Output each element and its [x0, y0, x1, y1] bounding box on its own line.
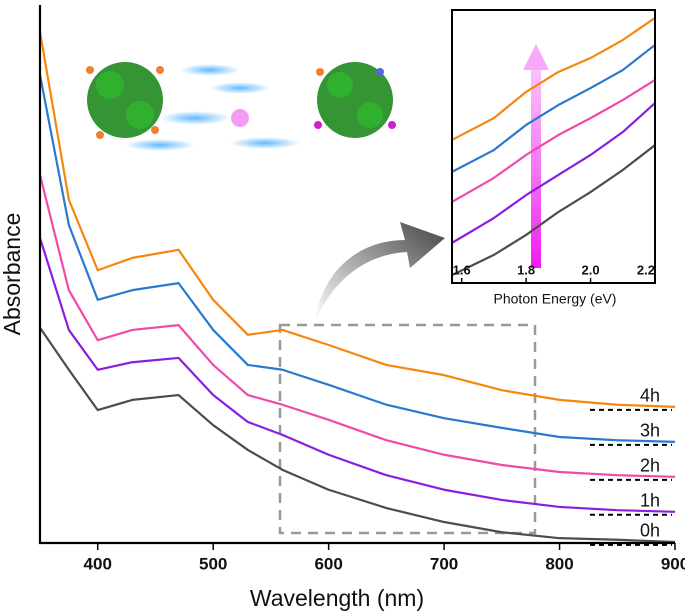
inset-x-tick-label: 1.8	[517, 262, 535, 277]
x-tick-label: 400	[84, 554, 112, 573]
inset-x-tick-label: 1.6	[453, 262, 471, 277]
series-line	[38, 31, 676, 408]
series-line	[38, 74, 676, 443]
trend-arrow-head	[523, 44, 549, 70]
inset-series-line	[451, 144, 656, 277]
cluster-illustration	[86, 62, 396, 151]
series-line	[38, 174, 676, 478]
series-line	[39, 327, 676, 544]
inset-x-tick-label: 2.0	[582, 262, 600, 277]
x-tick-label: 700	[430, 554, 458, 573]
series-label: 1h	[640, 491, 660, 511]
inset-axes	[451, 9, 656, 284]
inset-series-line	[451, 78, 656, 203]
inset-x-axis-title: Photon Energy (eV)	[494, 291, 617, 307]
x-tick-label: 900	[661, 554, 685, 573]
x-tick-label: 600	[314, 554, 342, 573]
x-tick-label: 500	[199, 554, 227, 573]
inset-series-line	[451, 44, 656, 173]
x-tick-label: 800	[545, 554, 573, 573]
series-line	[38, 237, 676, 513]
x-axis-title: Wavelength (nm)	[250, 585, 424, 611]
series-label: 0h	[640, 521, 660, 541]
series-label: 3h	[640, 421, 660, 441]
series-label: 4h	[640, 386, 660, 406]
trend-arrow-shaft	[531, 68, 541, 268]
axes	[38, 5, 675, 545]
series-label: 2h	[640, 456, 660, 476]
y-axis-title: Absorbance	[0, 213, 25, 336]
inset-frame	[451, 9, 656, 284]
zoom-box	[278, 323, 537, 535]
zoom-arrow	[315, 222, 445, 322]
inset-series-line	[451, 17, 656, 141]
inset-x-tick-label: 2.2	[637, 262, 655, 277]
inset-series-line	[451, 102, 656, 244]
